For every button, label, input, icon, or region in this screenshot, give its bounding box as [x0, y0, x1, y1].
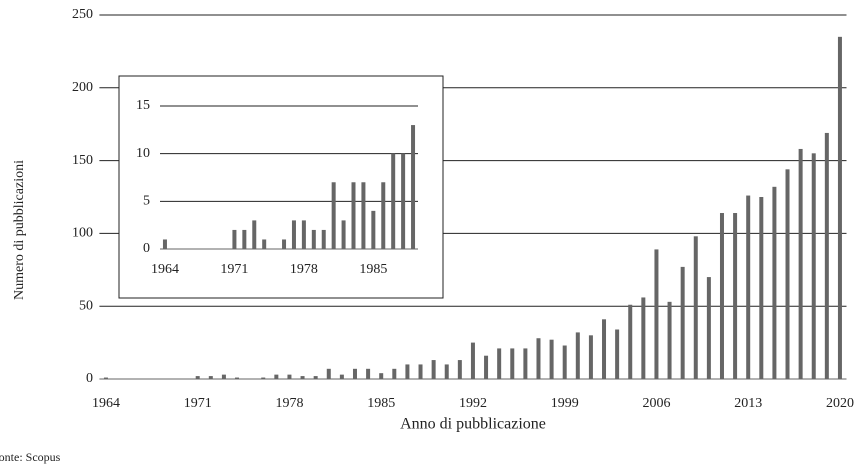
- x-tick-label: 2006: [642, 396, 670, 411]
- bar: [392, 368, 397, 379]
- bar: [484, 355, 489, 379]
- bar: [418, 364, 423, 379]
- bar: [351, 182, 356, 249]
- x-tick-label: 1971: [184, 396, 212, 411]
- bar: [628, 304, 633, 379]
- bar: [232, 229, 237, 249]
- y-tick-label: 10: [136, 146, 150, 161]
- bar: [746, 195, 751, 379]
- bar: [719, 213, 724, 379]
- x-tick-label: 1985: [359, 262, 387, 277]
- bar: [379, 373, 384, 379]
- bar: [667, 301, 672, 379]
- bar: [575, 332, 580, 379]
- bar: [772, 186, 777, 379]
- x-tick-label: 1985: [367, 396, 395, 411]
- bar: [811, 153, 816, 379]
- bar: [381, 182, 386, 249]
- bar: [361, 182, 366, 249]
- bar: [391, 153, 396, 249]
- bar: [371, 210, 376, 249]
- bar: [274, 374, 279, 379]
- bar: [615, 329, 620, 379]
- bar: [523, 348, 528, 379]
- bar: [291, 220, 296, 249]
- bar: [221, 374, 226, 379]
- bar: [470, 342, 475, 379]
- bar: [401, 153, 406, 249]
- bar: [706, 277, 711, 379]
- bar: [824, 132, 829, 379]
- bar: [321, 229, 326, 249]
- x-tick-label: 2020: [826, 396, 854, 411]
- x-tick-label: 1971: [220, 262, 248, 277]
- bar: [562, 345, 567, 379]
- y-axis-label: Numero di pubblicazioni: [12, 160, 27, 300]
- y-tick-label: 5: [143, 194, 150, 209]
- y-tick-label: 50: [79, 298, 93, 313]
- bar: [262, 239, 267, 249]
- bar: [103, 377, 108, 379]
- x-tick-label: 1999: [551, 396, 579, 411]
- bar: [405, 364, 410, 379]
- x-tick-label: 2013: [734, 396, 762, 411]
- bar: [759, 197, 764, 379]
- bar: [497, 348, 502, 379]
- bar: [641, 297, 646, 379]
- y-tick-label: 0: [143, 241, 150, 256]
- bar: [331, 182, 336, 249]
- bar: [162, 239, 167, 249]
- inset-frame: [118, 75, 444, 299]
- bar: [588, 335, 593, 379]
- bar: [341, 220, 346, 249]
- bar: [352, 368, 357, 379]
- bar: [326, 368, 331, 379]
- bar: [252, 220, 257, 249]
- bar: [242, 229, 247, 249]
- bar: [837, 36, 842, 380]
- x-axis-label: Anno di pubblicazione: [400, 416, 546, 433]
- bar: [785, 169, 790, 379]
- bar: [798, 148, 803, 379]
- y-tick-label: 200: [72, 80, 93, 95]
- y-tick-label: 15: [136, 98, 150, 113]
- y-tick-label: 100: [72, 226, 93, 241]
- bar: [733, 213, 738, 379]
- bar: [339, 374, 344, 379]
- bar: [287, 374, 292, 379]
- bar: [411, 125, 416, 249]
- bar: [510, 348, 515, 379]
- y-tick-label: 250: [72, 7, 93, 22]
- bar: [311, 229, 316, 249]
- bar: [366, 368, 371, 379]
- bar: [300, 376, 305, 379]
- bar: [235, 377, 240, 379]
- bar: [602, 319, 607, 379]
- x-tick-label: 1978: [290, 262, 318, 277]
- y-tick-label: 0: [86, 371, 93, 386]
- bar: [261, 377, 266, 379]
- bar: [208, 376, 213, 379]
- x-tick-label: 1978: [275, 396, 303, 411]
- x-tick-label: 1964: [92, 396, 120, 411]
- y-tick-label: 150: [72, 153, 93, 168]
- bar: [444, 364, 449, 379]
- bar: [457, 360, 462, 379]
- bar: [195, 376, 200, 379]
- bar: [301, 220, 306, 249]
- x-tick-label: 1964: [151, 262, 179, 277]
- bar: [431, 360, 436, 379]
- bar: [549, 339, 554, 379]
- bar: [536, 338, 541, 379]
- bar: [313, 376, 318, 379]
- source: Fonte: Scopus: [0, 450, 61, 464]
- bar: [282, 239, 287, 249]
- bar: [680, 266, 685, 379]
- bar: [693, 236, 698, 379]
- x-tick-label: 1992: [459, 396, 487, 411]
- bar: [654, 249, 659, 379]
